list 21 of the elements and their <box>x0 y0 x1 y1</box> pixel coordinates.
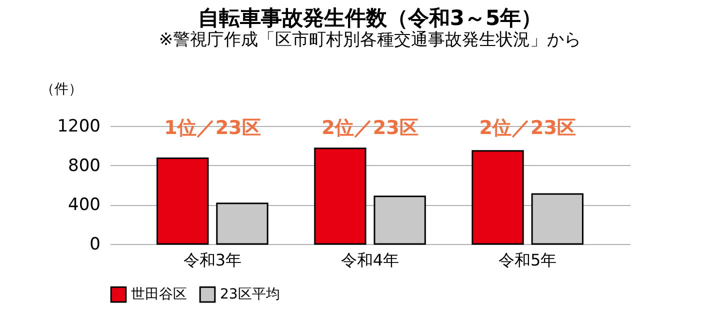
y-tick-label: 400 <box>68 195 100 216</box>
bar <box>156 158 209 245</box>
x-tick-label: 令和4年 <box>340 250 400 270</box>
x-tick-label: 令和5年 <box>498 250 557 270</box>
annotation: 1位／23区 <box>164 117 261 139</box>
chart-subtitle: ※警視庁作成「区市町村別各種交通事故発生状況」から <box>158 30 582 50</box>
bar <box>531 193 584 245</box>
annotation: 2位／23区 <box>479 117 576 139</box>
y-tick-label: 0 <box>90 234 100 254</box>
legend-label: 世田谷区 <box>131 286 187 303</box>
y-axis-title: （件） <box>40 82 82 98</box>
x-tick-label: 令和3年 <box>183 250 242 270</box>
bar <box>314 148 366 245</box>
legend-label: 23区平均 <box>220 286 280 303</box>
bar <box>216 202 268 245</box>
y-tick-label: 1200 <box>57 116 100 136</box>
y-tick-label: 800 <box>68 156 100 176</box>
bar <box>374 196 426 245</box>
chart-title: 自転車事故発生件数（令和3～5年） <box>198 6 542 30</box>
annotation: 2位／23区 <box>322 117 418 139</box>
bar <box>472 150 524 245</box>
